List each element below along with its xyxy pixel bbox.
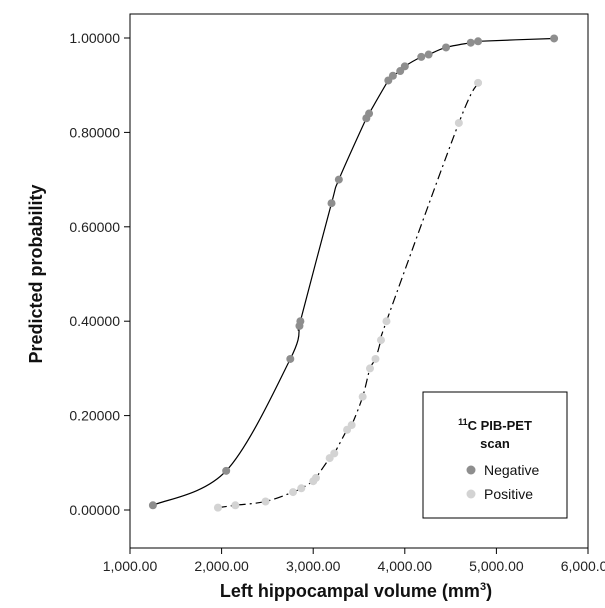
data-point-positive	[474, 78, 483, 87]
y-tick-label: 0.60000	[69, 219, 120, 235]
legend-marker-negative	[466, 465, 476, 475]
x-axis-title-end: )	[486, 581, 492, 601]
points-layer	[148, 34, 559, 512]
legend-title-superscript: 11	[458, 417, 468, 427]
data-point-negative	[365, 109, 374, 118]
data-point-negative	[442, 43, 451, 52]
legend-marker-positive	[466, 489, 476, 499]
legend: 11C PIB-PET scan Negative Positive	[422, 391, 568, 519]
x-tick-label: 6,000.00	[561, 558, 605, 574]
data-point-negative	[327, 199, 336, 208]
data-point-negative	[550, 34, 559, 43]
x-axis-title: Left hippocampal volume (mm3)	[220, 581, 492, 601]
legend-label-positive: Positive	[484, 486, 533, 502]
y-axis-title: Predicted probability	[26, 184, 46, 363]
data-point-positive	[330, 449, 339, 458]
data-point-positive	[365, 364, 374, 373]
data-point-negative	[466, 38, 475, 47]
data-point-positive	[358, 392, 367, 401]
x-tick-label: 5,000.00	[469, 558, 524, 574]
data-point-positive	[382, 317, 391, 326]
y-tick-label: 0.20000	[69, 408, 120, 424]
data-point-negative	[148, 501, 157, 510]
data-point-negative	[296, 317, 305, 326]
data-point-positive	[231, 501, 240, 510]
data-point-positive	[454, 118, 463, 127]
legend-box	[422, 391, 568, 519]
legend-title-line2: scan	[480, 436, 510, 451]
y-tick-label: 0.00000	[69, 502, 120, 518]
y-tick-label: 1.00000	[69, 30, 120, 46]
x-axis-title-superscript: 3	[480, 581, 486, 593]
x-tick-label: 2,000.00	[194, 558, 249, 574]
data-point-negative	[286, 354, 295, 363]
data-point-positive	[261, 497, 270, 506]
data-point-negative	[400, 62, 409, 71]
data-point-positive	[376, 336, 385, 345]
data-point-positive	[213, 503, 222, 512]
legend-title-text: C PIB-PET	[468, 418, 532, 433]
ticks-layer: 0.00000 0.20000 0.40000 0.60000 0.80000 1.000…	[69, 30, 605, 574]
data-point-negative	[417, 52, 426, 61]
y-tick-label: 0.80000	[69, 124, 120, 140]
data-point-negative	[424, 50, 433, 59]
legend-title-line1: 11C PIB-PET	[458, 417, 532, 433]
data-point-negative	[474, 37, 483, 46]
data-point-negative	[334, 175, 343, 184]
x-tick-label: 1,000.00	[103, 558, 158, 574]
data-point-positive	[371, 354, 380, 363]
data-point-positive	[311, 473, 320, 482]
x-tick-label: 3,000.00	[286, 558, 341, 574]
data-point-negative	[222, 466, 231, 475]
x-tick-label: 4,000.00	[378, 558, 433, 574]
data-point-positive	[347, 421, 356, 430]
plot-frame	[129, 13, 589, 549]
data-point-positive	[289, 488, 298, 497]
x-axis-title-main: Left hippocampal volume (mm	[220, 581, 480, 601]
y-tick-label: 0.40000	[69, 313, 120, 329]
data-point-positive	[297, 484, 306, 493]
data-point-negative	[388, 71, 397, 80]
legend-label-negative: Negative	[484, 462, 539, 478]
